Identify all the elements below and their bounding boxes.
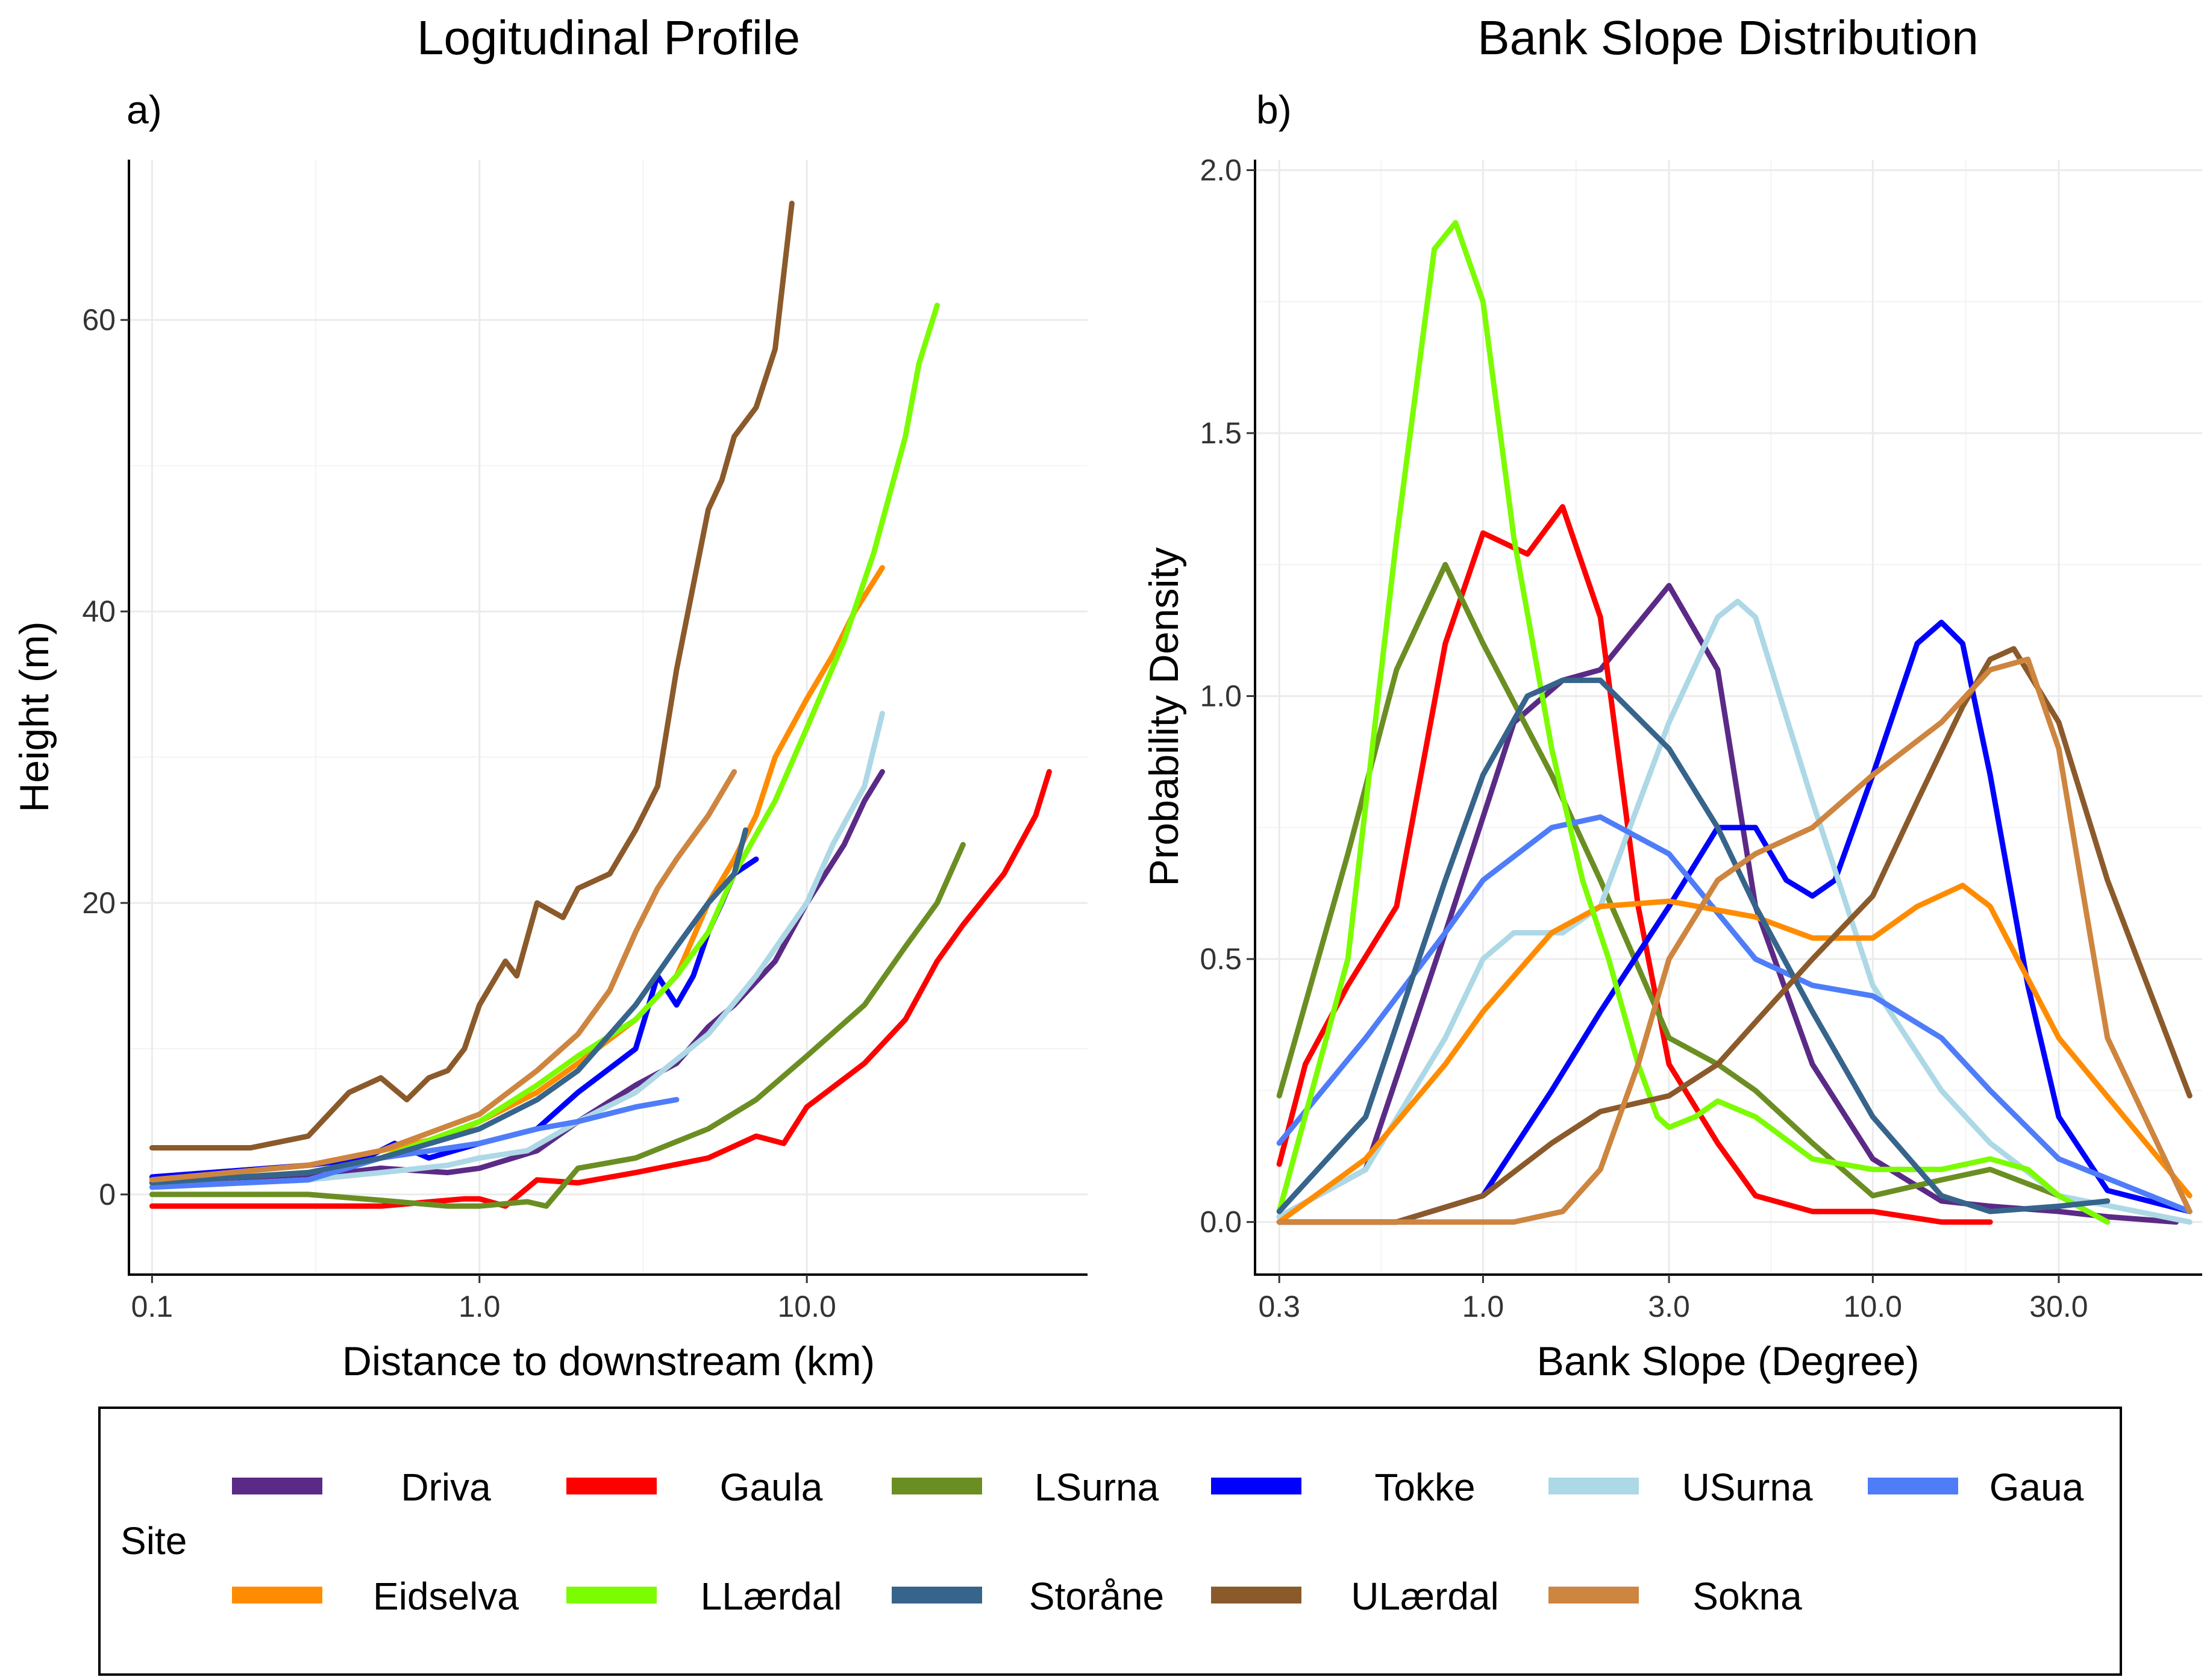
panel-b-grid <box>1255 160 2202 1275</box>
series-line-ulaerdal <box>149 201 795 1151</box>
panel-a-y-axis-label: Height (m) <box>11 621 57 812</box>
series-line-usurna <box>1276 598 2193 1225</box>
x-tick-label: 1.0 <box>459 1290 501 1323</box>
x-tick-label: 0.1 <box>131 1290 174 1323</box>
legend-label-tokke: Tokke <box>1374 1466 1475 1509</box>
panel-b-x-axis-label: Bank Slope (Degree) <box>1536 1338 1919 1384</box>
series-line-gaua <box>149 1097 680 1190</box>
y-tick-label: 2.0 <box>1200 153 1242 187</box>
legend-box <box>98 1407 2122 1676</box>
x-tick-label: 0.3 <box>1258 1290 1300 1323</box>
series-line-llaerdal <box>149 302 940 1186</box>
legend-label-gaua: Gaua <box>1989 1466 2084 1509</box>
y-tick-label: 0 <box>99 1178 116 1211</box>
series-line-tokke <box>1276 619 2193 1225</box>
legend-label-lsurna: LSurna <box>1035 1466 1159 1509</box>
x-tick-label: 30.0 <box>2029 1290 2088 1323</box>
legend-label-sokna: Sokna <box>1692 1575 1802 1618</box>
x-tick-label: 1.0 <box>1462 1290 1504 1323</box>
y-tick-label: 1.5 <box>1200 416 1242 450</box>
legend-label-eidselva: Eidselva <box>373 1575 519 1618</box>
series-line-llaerdal <box>1276 220 2111 1225</box>
x-tick-label: 10.0 <box>777 1290 836 1323</box>
series-line-storane <box>149 827 748 1186</box>
panel-b-y-axis-label: Probability Density <box>1141 547 1187 886</box>
series-line-lsurna <box>149 842 966 1209</box>
panel-a-title: Logitudinal Profile <box>417 11 800 64</box>
panel-a-x-axis-label: Distance to downstream (km) <box>342 1338 875 1384</box>
legend-label-llaerdal: LLærdal <box>701 1575 842 1618</box>
legend-label-storane: Storåne <box>1029 1575 1164 1618</box>
panel-b-title: Bank Slope Distribution <box>1477 11 1979 64</box>
series-line-gaula <box>1276 504 1993 1225</box>
panel-b: Bank Slope Distribution b) 0.0 0.5 1.0 1.5 2… <box>1141 11 2202 1384</box>
series-line-lsurna <box>1276 561 2111 1225</box>
legend-title: Site <box>121 1519 187 1563</box>
y-tick-label: 0.5 <box>1200 942 1242 976</box>
panel-b-ticks: 0.0 0.5 1.0 1.5 2.0 0.3 1.0 3.0 10.0 30.0 <box>1200 153 2088 1323</box>
panel-b-lines <box>1276 220 2193 1225</box>
panel-b-tag: b) <box>1256 87 1292 132</box>
x-tick-label: 10.0 <box>1844 1290 1902 1323</box>
legend-items: Driva Gaula LSurna Tokke USurna Gaua Eidselva L… <box>232 1466 2084 1618</box>
series-line-eidselva <box>1276 882 2193 1225</box>
series-line-storane <box>1276 677 2111 1214</box>
y-tick-label: 40 <box>82 595 116 628</box>
y-tick-label: 60 <box>82 303 116 337</box>
y-tick-label: 0.0 <box>1200 1205 1242 1239</box>
series-line-gaula <box>149 769 1052 1209</box>
panel-a-tag: a) <box>127 87 162 132</box>
legend-label-driva: Driva <box>401 1466 491 1509</box>
y-tick-label: 20 <box>82 886 116 920</box>
legend-label-ulaerdal: ULærdal <box>1351 1575 1498 1618</box>
series-line-sokna <box>1276 657 2193 1225</box>
panel-a-ticks: 0 20 40 60 0.1 1.0 10.0 <box>82 303 836 1323</box>
series-line-usurna <box>149 711 885 1190</box>
legend-label-gaula: Gaula <box>720 1466 823 1509</box>
panel-a-lines <box>149 201 1052 1209</box>
series-line-sokna <box>149 769 737 1183</box>
panel-a: Logitudinal Profile a) 0 20 40 60 0.1 1.0 10.0… <box>11 11 1088 1384</box>
legend-label-usurna: USurna <box>1682 1466 1813 1509</box>
series-line-ulaerdal <box>1276 646 2193 1225</box>
legend: Site Driva Gaula LSurna Tokke USurna Gaua Eids… <box>98 1407 2122 1676</box>
x-tick-label: 3.0 <box>1648 1290 1690 1323</box>
y-tick-label: 1.0 <box>1200 679 1242 713</box>
series-line-driva <box>1276 582 2179 1225</box>
